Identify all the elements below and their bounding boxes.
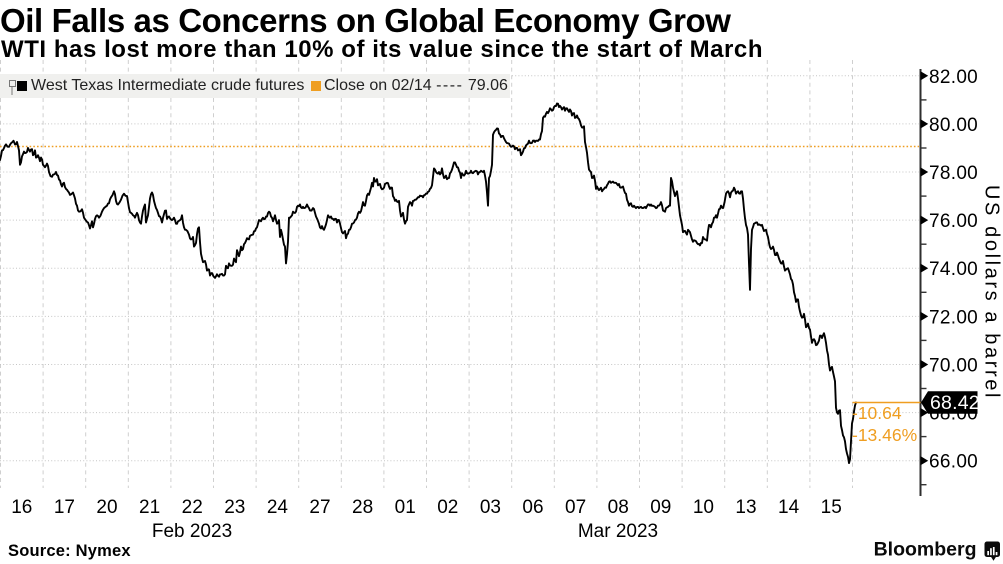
svg-text:02: 02 <box>437 497 458 518</box>
svg-text:27: 27 <box>309 497 330 518</box>
svg-text:14: 14 <box>778 497 800 518</box>
svg-text:Source: Nymex: Source: Nymex <box>8 542 131 560</box>
svg-text:74.00: 74.00 <box>929 259 978 280</box>
svg-text:07: 07 <box>565 497 586 518</box>
svg-text:Bloomberg: Bloomberg <box>874 539 977 561</box>
svg-text:66.00: 66.00 <box>929 452 978 473</box>
svg-text:78.00: 78.00 <box>929 163 978 184</box>
svg-text:15: 15 <box>821 497 842 518</box>
svg-text:US dollars a barrel: US dollars a barrel <box>981 185 1003 400</box>
svg-text:08: 08 <box>608 497 629 518</box>
svg-text:68.42: 68.42 <box>930 392 980 414</box>
svg-text:13: 13 <box>735 497 756 518</box>
svg-text:Mar 2023: Mar 2023 <box>578 521 658 542</box>
svg-text:01: 01 <box>395 497 416 518</box>
svg-text:06: 06 <box>522 497 543 518</box>
svg-text:09: 09 <box>650 497 671 518</box>
svg-text:22: 22 <box>182 497 203 518</box>
svg-text:03: 03 <box>480 497 501 518</box>
svg-text:-13.46%: -13.46% <box>852 425 917 445</box>
svg-text:24: 24 <box>267 497 289 518</box>
svg-text:70.00: 70.00 <box>929 356 978 377</box>
svg-text:72.00: 72.00 <box>929 307 978 328</box>
svg-text:20: 20 <box>96 497 117 518</box>
svg-text:76.00: 76.00 <box>929 211 978 232</box>
svg-text:80.00: 80.00 <box>929 115 978 136</box>
svg-text:82.00: 82.00 <box>929 67 978 88</box>
svg-text:-10.64: -10.64 <box>852 403 902 423</box>
svg-text:10: 10 <box>693 497 714 518</box>
svg-text:23: 23 <box>224 497 245 518</box>
svg-text:16: 16 <box>11 497 32 518</box>
svg-text:21: 21 <box>139 497 160 518</box>
svg-text:Feb 2023: Feb 2023 <box>152 521 232 542</box>
svg-text:17: 17 <box>54 497 75 518</box>
svg-text:28: 28 <box>352 497 373 518</box>
